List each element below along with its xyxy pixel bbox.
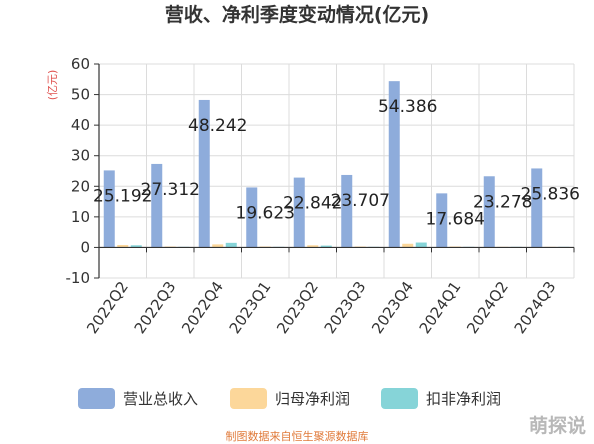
chart-title: 营收、净利季度变动情况(亿元) bbox=[165, 3, 429, 26]
x-tick-label: 2022Q2 bbox=[83, 278, 132, 337]
data-label: 22.842 bbox=[283, 194, 342, 214]
data-label: 23.278 bbox=[473, 192, 532, 212]
bar-revenue-2022Q3[interactable] bbox=[151, 163, 163, 248]
y-axis-label: (亿元) bbox=[46, 70, 59, 101]
bar-revenue-2024Q1[interactable] bbox=[436, 193, 448, 248]
legend-item-deducted-net-profit[interactable]: 扣非净利润 bbox=[381, 388, 501, 409]
x-tick-label: 2023Q2 bbox=[273, 278, 322, 337]
y-tick-label: 30 bbox=[71, 147, 90, 165]
y-tick-label: 20 bbox=[71, 177, 90, 195]
bar-revenue-2022Q4[interactable] bbox=[198, 99, 210, 248]
legend-item-net-profit[interactable]: 归母净利润 bbox=[230, 388, 350, 409]
y-tick-label: 50 bbox=[71, 86, 90, 104]
bar-net-profit-2022Q2[interactable] bbox=[117, 244, 129, 248]
legend[interactable]: 营业总收入 归母净利润 扣非净利润 bbox=[78, 388, 501, 409]
y-tick-label: -10 bbox=[66, 269, 91, 287]
x-tick-label: 2024Q1 bbox=[416, 278, 465, 337]
bars bbox=[103, 81, 570, 248]
legend-item-revenue[interactable]: 营业总收入 bbox=[78, 388, 198, 409]
x-tick-label: 2024Q3 bbox=[511, 278, 560, 337]
x-tick-label: 2023Q4 bbox=[368, 278, 417, 337]
data-label: 25.192 bbox=[93, 186, 152, 206]
data-label: 54.386 bbox=[378, 97, 437, 117]
y-tick-label: 10 bbox=[71, 208, 90, 226]
bar-revenue-2023Q2[interactable] bbox=[293, 177, 305, 248]
bar-revenue-2023Q3[interactable] bbox=[341, 174, 353, 248]
bar-revenue-2024Q2[interactable] bbox=[483, 176, 495, 248]
bar-deducted-net-profit-2022Q2[interactable] bbox=[130, 245, 142, 248]
x-axis: 2022Q22022Q32022Q42023Q12023Q22023Q32023… bbox=[83, 278, 559, 337]
data-label: 17.684 bbox=[426, 209, 485, 229]
x-tick-label: 2022Q3 bbox=[131, 278, 180, 337]
data-label: 48.242 bbox=[188, 116, 247, 136]
bar-deducted-net-profit-2023Q2[interactable] bbox=[320, 245, 332, 248]
x-tick-label: 2024Q2 bbox=[463, 278, 512, 337]
bar-net-profit-2023Q4[interactable] bbox=[402, 243, 414, 248]
grid bbox=[98, 63, 575, 279]
y-axis: -10 0 10 20 30 40 50 60 bbox=[66, 55, 99, 287]
legend-swatch bbox=[230, 388, 267, 409]
watermark-logo: 萌探说 bbox=[529, 414, 586, 437]
bar-revenue-2024Q3[interactable] bbox=[531, 168, 543, 248]
y-tick-label: 60 bbox=[71, 55, 90, 73]
bar-net-profit-2022Q4[interactable] bbox=[212, 244, 224, 248]
data-label: 27.312 bbox=[141, 180, 200, 200]
bar-deducted-net-profit-2023Q4[interactable] bbox=[415, 242, 427, 248]
bar-revenue-2023Q4[interactable] bbox=[388, 81, 400, 248]
y-tick-label: 40 bbox=[71, 116, 90, 134]
source-note: 制图数据来自恒生聚源数据库 bbox=[226, 429, 369, 443]
data-label: 25.836 bbox=[521, 184, 580, 204]
y-tick-label: 0 bbox=[80, 238, 90, 256]
axes bbox=[98, 64, 575, 278]
x-tick-label: 2022Q4 bbox=[178, 278, 227, 337]
legend-swatch bbox=[78, 388, 115, 409]
data-label: 23.707 bbox=[331, 191, 390, 211]
legend-label: 扣非净利润 bbox=[426, 390, 501, 408]
legend-label: 归母净利润 bbox=[275, 390, 350, 408]
bar-revenue-2023Q1[interactable] bbox=[246, 187, 258, 248]
bar-revenue-2022Q2[interactable] bbox=[103, 170, 115, 248]
bar-deducted-net-profit-2022Q4[interactable] bbox=[225, 242, 237, 248]
bar-net-profit-2023Q2[interactable] bbox=[307, 245, 319, 248]
data-label: 19.623 bbox=[236, 203, 295, 223]
x-tick-label: 2023Q3 bbox=[321, 278, 370, 337]
x-tick-label: 2023Q1 bbox=[226, 278, 275, 337]
legend-label: 营业总收入 bbox=[123, 390, 198, 408]
legend-swatch bbox=[381, 388, 418, 409]
